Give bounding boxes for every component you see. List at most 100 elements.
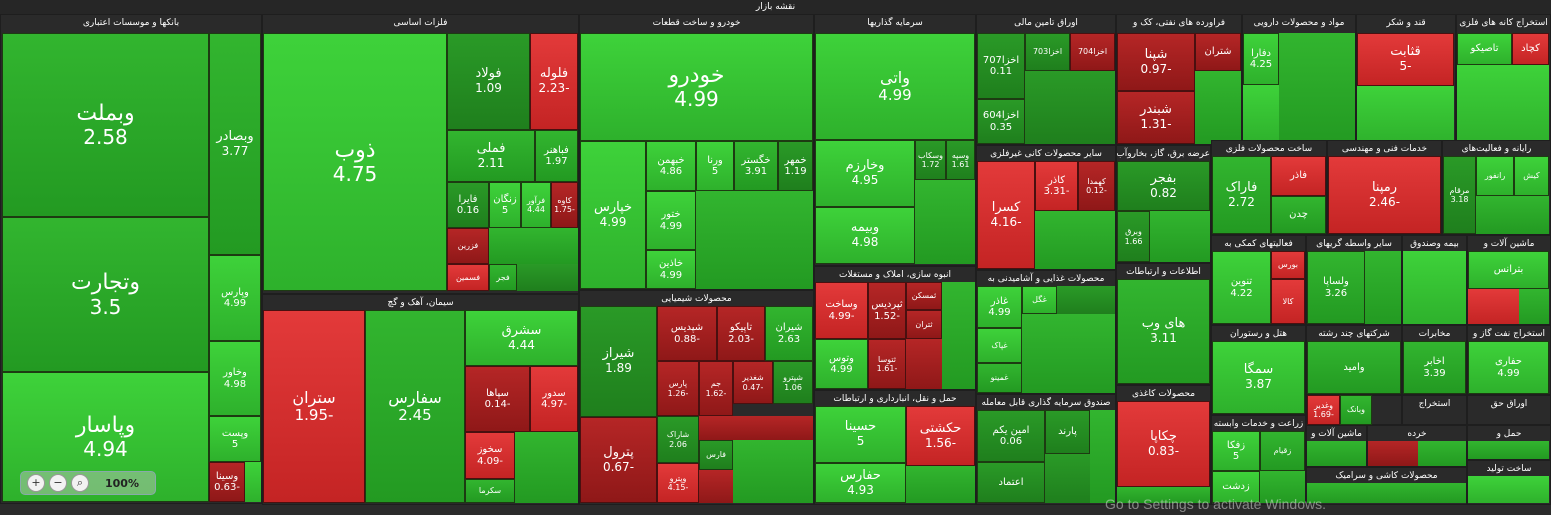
small-tile[interactable] [699, 470, 733, 503]
small-tile[interactable] [906, 339, 942, 389]
small-tile[interactable] [915, 180, 975, 264]
small-tile[interactable] [1357, 86, 1454, 144]
small-tile[interactable] [245, 462, 261, 502]
stock-tile[interactable]: خودرو 4.99 [580, 33, 813, 141]
stock-tile[interactable]: چکاپا -0.83 [1117, 401, 1210, 487]
small-tile[interactable] [1476, 196, 1549, 234]
stock-tile[interactable]: حسینا 5 [815, 406, 906, 463]
stock-tile[interactable]: بفجر 0.82 [1117, 161, 1210, 211]
small-tile[interactable] [906, 466, 975, 503]
stock-tile[interactable]: ثتوسا -1.61 [868, 339, 906, 389]
stock-tile[interactable]: کیش [1514, 156, 1549, 196]
stock-tile[interactable]: شبندر -1.31 [1117, 91, 1195, 144]
stock-tile[interactable]: سفارس 2.45 [365, 310, 465, 503]
stock-tile[interactable]: شپنا -0.97 [1117, 33, 1195, 91]
stock-tile[interactable]: سشرق 4.44 [465, 310, 578, 366]
small-tile[interactable] [1090, 410, 1115, 503]
stock-tile[interactable]: های وب 3.11 [1117, 279, 1210, 384]
stock-tile[interactable]: وسپه 1.61 [946, 140, 975, 180]
stock-tile[interactable]: اخزا707 0.11 [977, 33, 1025, 99]
stock-tile[interactable]: فزرین [447, 228, 489, 264]
stock-tile[interactable]: وپست 5 [209, 416, 261, 462]
stock-tile[interactable]: خگستر 3.91 [734, 141, 778, 191]
stock-tile[interactable]: ثتران [906, 310, 942, 339]
stock-tile[interactable]: سمگا 3.87 [1212, 341, 1305, 414]
stock-tile[interactable]: پترول -0.67 [580, 417, 657, 503]
stock-tile[interactable]: وپترو -4.15 [657, 463, 699, 503]
stock-tile[interactable]: شپترو 1.06 [773, 361, 813, 404]
small-tile[interactable] [1243, 85, 1279, 144]
stock-tile[interactable]: حکشتی -1.56 [906, 406, 975, 466]
stock-tile[interactable]: فاراک 2.72 [1212, 156, 1271, 234]
stock-tile[interactable]: سپاها -0.14 [465, 366, 530, 432]
small-tile[interactable] [1150, 211, 1210, 262]
stock-tile[interactable]: غمینو [977, 363, 1022, 393]
stock-tile[interactable]: وخارزم 4.95 [815, 140, 915, 207]
stock-tile[interactable]: ستران -1.95 [263, 310, 365, 503]
stock-tile[interactable]: زنگان 5 [489, 182, 521, 228]
stock-tile[interactable]: کسرا -4.16 [977, 161, 1035, 269]
stock-tile[interactable]: بترانس [1468, 251, 1549, 289]
stock-tile[interactable]: تاصیکو [1457, 33, 1512, 65]
small-tile[interactable] [1468, 476, 1549, 503]
stock-tile[interactable]: جم -1.62 [699, 361, 733, 416]
small-tile[interactable] [1307, 483, 1466, 503]
stock-tile[interactable]: کالا [1271, 279, 1305, 324]
stock-tile[interactable]: مرقام 3.18 [1443, 156, 1476, 234]
small-tile[interactable] [489, 228, 578, 264]
stock-tile[interactable]: واتی 4.99 [815, 33, 975, 140]
stock-tile[interactable]: اخزا703 [1025, 33, 1070, 71]
stock-tile[interactable]: فباهنر 1.97 [535, 130, 578, 182]
stock-tile[interactable]: وتوس 4.99 [815, 339, 868, 389]
stock-tile[interactable]: شاراک 2.06 [657, 416, 699, 463]
small-tile[interactable] [517, 264, 578, 291]
stock-tile[interactable]: ورنا 5 [696, 141, 734, 191]
stock-tile[interactable]: ثمسکن [906, 282, 942, 310]
stock-tile[interactable]: وپاسار 4.94 [2, 372, 209, 502]
small-tile[interactable] [1022, 314, 1115, 393]
stock-tile[interactable]: وپارس 4.99 [209, 255, 261, 341]
small-tile[interactable] [942, 282, 975, 389]
stock-tile[interactable]: فجر [489, 264, 517, 291]
small-tile[interactable] [1045, 454, 1090, 503]
stock-tile[interactable]: کاوه -1.75 [551, 182, 578, 228]
stock-tile[interactable]: اخزا704 [1070, 33, 1115, 71]
stock-tile[interactable]: کهمدا -0.12 [1078, 161, 1115, 211]
stock-tile[interactable]: قثابت -5 [1357, 33, 1454, 86]
stock-tile[interactable]: خمهر 1.19 [778, 141, 813, 191]
small-tile[interactable] [1307, 441, 1366, 466]
magnifier-icon[interactable]: ⌕ [71, 474, 89, 492]
small-tile[interactable] [1260, 471, 1305, 503]
stock-tile[interactable]: وبانک [1340, 395, 1372, 425]
stock-tile[interactable]: فارس [699, 440, 733, 470]
small-tile[interactable] [1418, 441, 1466, 466]
small-tile[interactable] [1279, 33, 1355, 144]
stock-tile[interactable]: خبهمن 4.86 [646, 141, 696, 191]
small-tile[interactable] [699, 416, 813, 440]
stock-tile[interactable]: سدور -4.97 [530, 366, 578, 432]
stock-tile[interactable]: ذوب 4.75 [263, 33, 447, 291]
stock-tile[interactable]: اخزا604 0.35 [977, 99, 1025, 144]
stock-tile[interactable]: خپارس 4.99 [580, 141, 646, 289]
stock-tile[interactable]: حفاری 4.99 [1468, 341, 1549, 394]
stock-tile[interactable]: سخوز -4.09 [465, 432, 515, 479]
stock-tile[interactable]: فلوله -2.23 [530, 33, 578, 130]
stock-tile[interactable]: وبملت 2.58 [2, 33, 209, 217]
stock-tile[interactable]: اعتماد [977, 462, 1045, 503]
small-tile[interactable] [1468, 289, 1519, 324]
stock-tile[interactable]: پارس -1.26 [657, 361, 699, 416]
stock-tile[interactable]: شتران [1195, 33, 1241, 71]
stock-tile[interactable]: وبصادر 3.77 [209, 33, 261, 255]
stock-tile[interactable]: فرآور 4.44 [521, 182, 551, 228]
stock-tile[interactable]: ولساپا 3.26 [1307, 251, 1365, 324]
stock-tile[interactable]: فایرا 0.16 [447, 182, 489, 228]
stock-tile[interactable]: فسمین [447, 264, 489, 291]
stock-tile[interactable]: وغدیر -1.69 [1307, 395, 1340, 425]
stock-tile[interactable]: تاپیکو -2.03 [717, 306, 765, 361]
stock-tile[interactable]: خاذین 4.99 [646, 250, 696, 289]
stock-tile[interactable]: رمپنا -2.46 [1328, 156, 1441, 234]
stock-tile[interactable]: چدن [1271, 196, 1326, 234]
stock-tile[interactable]: غپاک [977, 328, 1022, 363]
stock-tile[interactable]: شپدیس -0.88 [657, 306, 717, 361]
small-tile[interactable] [1403, 251, 1466, 324]
